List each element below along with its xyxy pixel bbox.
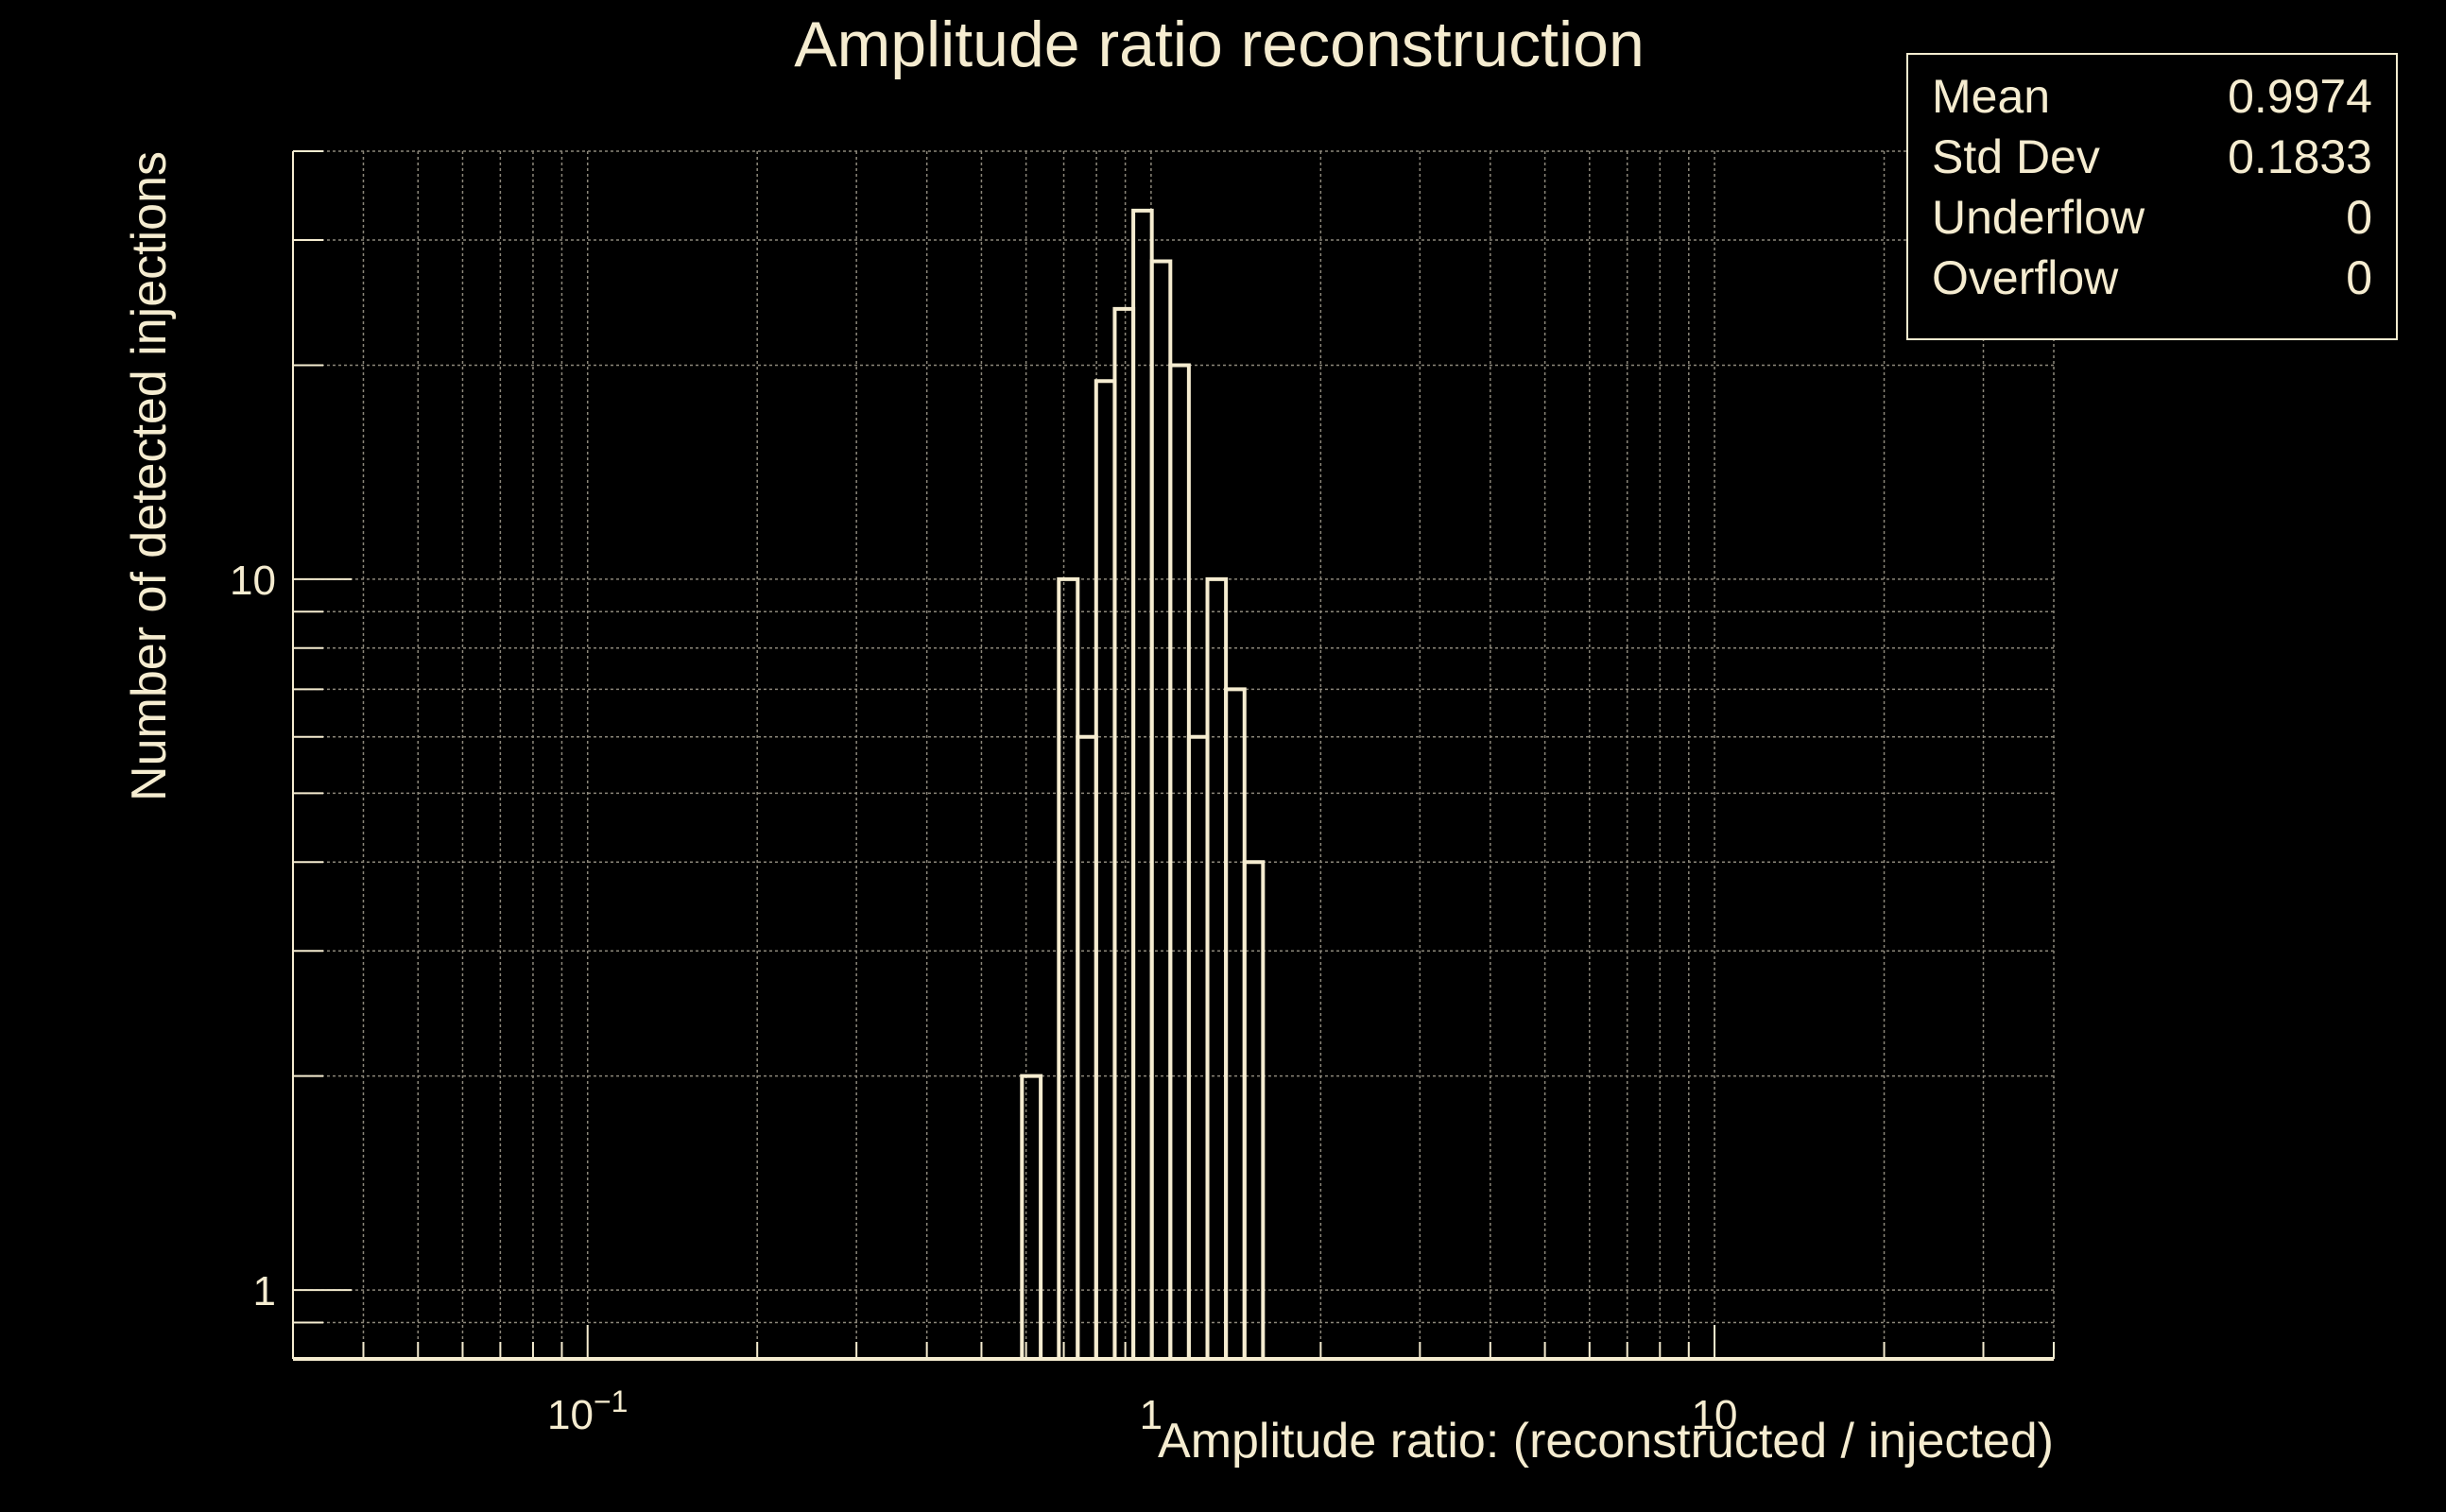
x-tick-labels: 10−1 1 10: [547, 1384, 1738, 1438]
stats-value: 0: [2346, 251, 2372, 304]
y-tick-label: 1: [253, 1268, 276, 1314]
stats-box-frame: [1906, 53, 2398, 340]
stats-value: 0.9974: [2228, 70, 2372, 123]
stats-label: Underflow: [1932, 191, 2145, 244]
stats-label: Mean: [1932, 70, 2050, 123]
axis-ticks: [292, 150, 2055, 1360]
histogram-bin: [1186, 734, 1210, 1359]
histogram-bin: [1094, 379, 1117, 1359]
histogram-bin: [1242, 860, 1266, 1359]
histogram-bin: [1020, 1074, 1043, 1359]
stats-value: 0.1833: [2228, 130, 2372, 183]
histogram-bin: [1131, 208, 1154, 1359]
x-axis-label: Amplitude ratio: (reconstructed / inject…: [1158, 1414, 2054, 1469]
x-tick-label: 10−1: [547, 1384, 628, 1438]
histogram-bin: [1149, 259, 1173, 1359]
histogram-bin: [1224, 687, 1247, 1359]
histogram-bin: [1057, 576, 1080, 1359]
y-tick-label: 10: [230, 558, 276, 604]
histogram-bin: [1205, 576, 1229, 1359]
chart-title: Amplitude ratio reconstruction: [794, 9, 1645, 80]
stats-box: Mean 0.9974 Std Dev 0.1833 Underflow 0 Overflo…: [1906, 53, 2398, 340]
grid-lines: [292, 150, 2055, 1360]
y-tick-labels: 1 10: [230, 558, 276, 1314]
axes: [292, 151, 2054, 1361]
histogram-bin: [1076, 734, 1098, 1359]
histogram-bins: [1020, 208, 1266, 1361]
x-tick-label: 10: [1692, 1392, 1738, 1438]
histogram-bin: [1112, 306, 1136, 1359]
x-tick-label: 1: [1140, 1392, 1163, 1438]
y-axis-label: Number of detected injections: [122, 151, 177, 801]
stats-value: 0: [2346, 191, 2372, 244]
stats-label: Overflow: [1932, 251, 2119, 304]
stats-label: Std Dev: [1932, 130, 2100, 183]
